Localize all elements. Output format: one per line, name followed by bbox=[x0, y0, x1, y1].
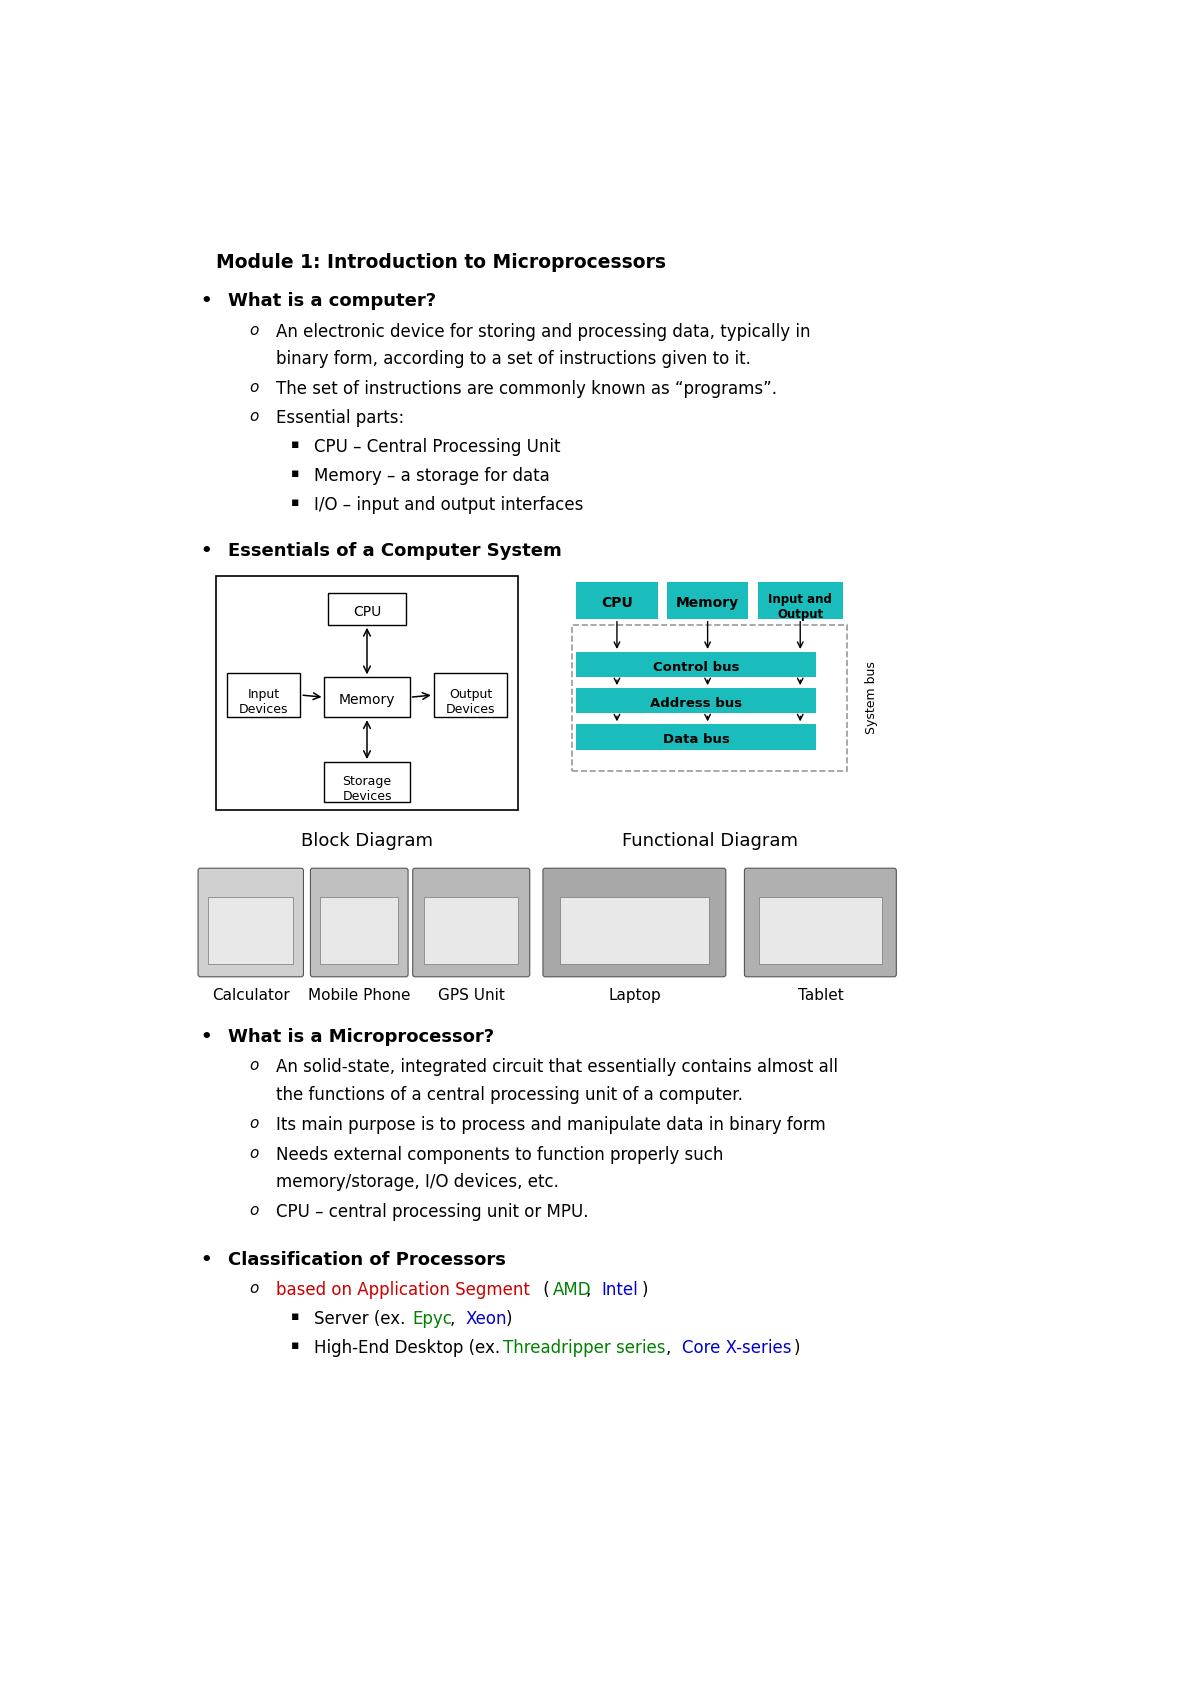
FancyBboxPatch shape bbox=[311, 868, 408, 976]
Text: based on Application Segment: based on Application Segment bbox=[276, 1281, 529, 1298]
Text: What is a computer?: What is a computer? bbox=[228, 292, 436, 310]
FancyBboxPatch shape bbox=[413, 868, 529, 976]
Text: ,: , bbox=[666, 1339, 677, 1358]
Text: Epyc: Epyc bbox=[413, 1310, 452, 1329]
Text: High-End Desktop (ex.: High-End Desktop (ex. bbox=[314, 1339, 505, 1358]
Text: ▪: ▪ bbox=[292, 497, 300, 508]
Text: Memory: Memory bbox=[338, 693, 395, 707]
Text: o: o bbox=[250, 322, 258, 337]
Text: •: • bbox=[200, 542, 212, 561]
Text: Memory: Memory bbox=[676, 595, 739, 610]
FancyBboxPatch shape bbox=[424, 897, 518, 964]
Text: Intel: Intel bbox=[601, 1281, 638, 1298]
FancyBboxPatch shape bbox=[758, 897, 882, 964]
Text: Essentials of a Computer System: Essentials of a Computer System bbox=[228, 542, 562, 561]
FancyBboxPatch shape bbox=[542, 868, 726, 976]
Text: o: o bbox=[250, 408, 258, 424]
Text: o: o bbox=[250, 1281, 258, 1297]
FancyBboxPatch shape bbox=[324, 678, 409, 717]
Text: CPU: CPU bbox=[601, 595, 632, 610]
Text: Address bus: Address bus bbox=[650, 697, 742, 710]
Text: AMD: AMD bbox=[553, 1281, 592, 1298]
Text: The set of instructions are commonly known as “programs”.: The set of instructions are commonly kno… bbox=[276, 380, 776, 398]
Text: Needs external components to function properly such: Needs external components to function pr… bbox=[276, 1146, 722, 1164]
Text: Input
Devices: Input Devices bbox=[239, 688, 288, 715]
FancyBboxPatch shape bbox=[559, 897, 709, 964]
Text: •: • bbox=[200, 1251, 212, 1268]
FancyBboxPatch shape bbox=[320, 897, 398, 964]
Text: Laptop: Laptop bbox=[608, 988, 661, 1003]
FancyBboxPatch shape bbox=[576, 724, 816, 749]
Text: Calculator: Calculator bbox=[212, 988, 289, 1003]
Text: Memory – a storage for data: Memory – a storage for data bbox=[314, 466, 550, 485]
Text: ): ) bbox=[794, 1339, 800, 1358]
Text: System bus: System bus bbox=[865, 661, 878, 734]
Text: CPU: CPU bbox=[353, 605, 382, 619]
Text: o: o bbox=[250, 1115, 258, 1131]
Text: Output
Devices: Output Devices bbox=[445, 688, 496, 715]
Text: Threadripper series: Threadripper series bbox=[504, 1339, 666, 1358]
Text: I/O – input and output interfaces: I/O – input and output interfaces bbox=[314, 497, 583, 514]
Text: ): ) bbox=[641, 1281, 648, 1298]
Text: Data bus: Data bus bbox=[662, 732, 730, 746]
FancyBboxPatch shape bbox=[209, 897, 293, 964]
Text: ▪: ▪ bbox=[292, 466, 300, 480]
Text: Its main purpose is to process and manipulate data in binary form: Its main purpose is to process and manip… bbox=[276, 1115, 826, 1134]
Text: An electronic device for storing and processing data, typically in: An electronic device for storing and pro… bbox=[276, 322, 810, 341]
Text: ): ) bbox=[505, 1310, 512, 1329]
Text: ▪: ▪ bbox=[292, 437, 300, 451]
FancyBboxPatch shape bbox=[744, 868, 896, 976]
Text: Tablet: Tablet bbox=[798, 988, 844, 1003]
FancyBboxPatch shape bbox=[576, 581, 658, 619]
Text: o: o bbox=[250, 380, 258, 395]
Text: (: ( bbox=[538, 1281, 550, 1298]
Text: Server (ex.: Server (ex. bbox=[314, 1310, 410, 1329]
FancyBboxPatch shape bbox=[227, 673, 300, 717]
Text: Block Diagram: Block Diagram bbox=[301, 832, 433, 849]
Text: Module 1: Introduction to Microprocessors: Module 1: Introduction to Microprocessor… bbox=[216, 254, 666, 273]
Text: Input and
Output: Input and Output bbox=[768, 593, 832, 620]
FancyBboxPatch shape bbox=[757, 581, 842, 619]
Text: ,: , bbox=[586, 1281, 596, 1298]
Text: Control bus: Control bus bbox=[653, 661, 739, 673]
FancyBboxPatch shape bbox=[576, 688, 816, 714]
Text: CPU – central processing unit or MPU.: CPU – central processing unit or MPU. bbox=[276, 1203, 588, 1222]
FancyBboxPatch shape bbox=[667, 581, 749, 619]
Text: Functional Diagram: Functional Diagram bbox=[622, 832, 798, 849]
Text: ▪: ▪ bbox=[292, 1339, 300, 1353]
Text: An solid-state, integrated circuit that essentially contains almost all: An solid-state, integrated circuit that … bbox=[276, 1058, 838, 1076]
FancyBboxPatch shape bbox=[329, 593, 406, 625]
Text: Essential parts:: Essential parts: bbox=[276, 408, 403, 427]
FancyBboxPatch shape bbox=[572, 625, 847, 771]
Text: What is a Microprocessor?: What is a Microprocessor? bbox=[228, 1027, 493, 1046]
Text: o: o bbox=[250, 1146, 258, 1161]
Text: o: o bbox=[250, 1058, 258, 1073]
FancyBboxPatch shape bbox=[433, 673, 508, 717]
Text: Core X-series: Core X-series bbox=[682, 1339, 791, 1358]
FancyBboxPatch shape bbox=[198, 868, 304, 976]
Text: memory/storage, I/O devices, etc.: memory/storage, I/O devices, etc. bbox=[276, 1173, 558, 1192]
Text: Mobile Phone: Mobile Phone bbox=[308, 988, 410, 1003]
Text: ,: , bbox=[450, 1310, 461, 1329]
Text: GPS Unit: GPS Unit bbox=[438, 988, 505, 1003]
FancyBboxPatch shape bbox=[576, 653, 816, 678]
Text: CPU – Central Processing Unit: CPU – Central Processing Unit bbox=[314, 437, 560, 456]
Text: •: • bbox=[200, 292, 212, 310]
Text: o: o bbox=[250, 1203, 258, 1219]
Text: Storage
Devices: Storage Devices bbox=[342, 775, 391, 803]
Text: binary form, according to a set of instructions given to it.: binary form, according to a set of instr… bbox=[276, 351, 750, 368]
Text: ▪: ▪ bbox=[292, 1310, 300, 1324]
FancyBboxPatch shape bbox=[324, 763, 409, 802]
Text: •: • bbox=[200, 1027, 212, 1046]
Text: Classification of Processors: Classification of Processors bbox=[228, 1251, 505, 1268]
Text: the functions of a central processing unit of a computer.: the functions of a central processing un… bbox=[276, 1086, 743, 1103]
FancyBboxPatch shape bbox=[216, 576, 518, 810]
Text: Xeon: Xeon bbox=[466, 1310, 506, 1329]
